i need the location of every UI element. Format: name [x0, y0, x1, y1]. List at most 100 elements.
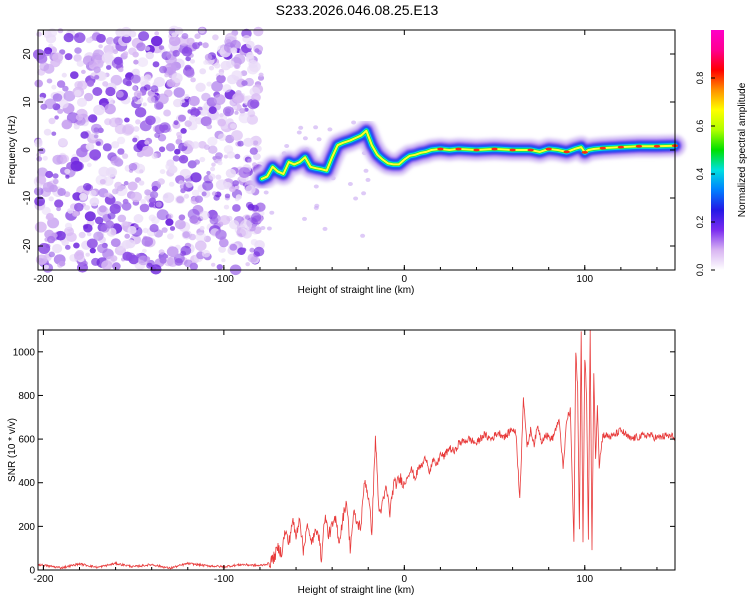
noise-blob [182, 231, 190, 239]
ridge-peak [617, 145, 625, 149]
noise-blob [93, 104, 105, 116]
noise-blob [81, 69, 86, 74]
noise-blob [141, 236, 153, 247]
noise-blob [242, 35, 251, 43]
noise-blob [218, 133, 227, 141]
noise-blob [353, 196, 359, 201]
spectrogram-ridge [250, 119, 686, 190]
noise-blob [184, 120, 192, 127]
noise-blob [86, 80, 94, 87]
noise-blob [181, 33, 189, 40]
noise-blob [144, 140, 150, 145]
noise-blob [92, 49, 105, 61]
noise-blob [133, 126, 140, 132]
noise-blob [215, 229, 227, 240]
noise-blob [149, 191, 159, 199]
noise-blob [229, 243, 238, 251]
ridge-peak [437, 147, 444, 151]
noise-blob [213, 62, 221, 69]
noise-blob [212, 34, 219, 41]
noise-blob [234, 197, 240, 202]
noise-blob [99, 179, 106, 185]
noise-blob [115, 185, 128, 197]
noise-blob [243, 137, 254, 147]
snr-y-tick-label: 0 [29, 566, 35, 577]
noise-blob [213, 94, 226, 105]
noise-blob [102, 81, 109, 87]
noise-blob [136, 92, 142, 97]
noise-blob [111, 141, 120, 149]
noise-blob [89, 247, 96, 254]
noise-blob [110, 229, 117, 236]
noise-blob [96, 71, 108, 81]
noise-blob [232, 92, 245, 104]
noise-blob [172, 49, 180, 57]
noise-blob [147, 95, 156, 104]
noise-blob [257, 75, 265, 81]
noise-blob [239, 108, 246, 114]
noise-blob [238, 112, 251, 124]
noise-blob [57, 108, 64, 114]
noise-blob [154, 31, 160, 36]
noise-blob [107, 97, 114, 103]
noise-blob [113, 56, 123, 65]
noise-blob [258, 72, 264, 78]
noise-blob [180, 127, 187, 134]
noise-blob [194, 195, 203, 203]
noise-blob [76, 60, 85, 67]
ridge-band-6 [260, 129, 676, 180]
noise-blob [52, 93, 63, 102]
noise-blob [176, 196, 185, 204]
noise-blob [105, 256, 115, 265]
noise-blob [171, 72, 183, 84]
noise-blob [82, 224, 89, 229]
noise-blob [145, 51, 154, 60]
noise-blob [231, 130, 243, 141]
noise-blob [159, 146, 166, 153]
noise-blob [86, 232, 92, 237]
colorbar-scale [711, 30, 724, 270]
noise-blob [150, 264, 162, 275]
noise-blob [54, 115, 59, 120]
noise-blob [199, 226, 205, 231]
noise-blob [218, 245, 227, 253]
noise-blob [36, 152, 42, 158]
noise-blob [73, 32, 86, 43]
noise-blob [327, 127, 333, 132]
noise-blob [159, 122, 171, 133]
noise-blob [165, 218, 174, 226]
noise-blob [43, 264, 50, 270]
noise-blob [183, 94, 190, 100]
noise-blob [104, 103, 116, 115]
noise-blob [33, 186, 44, 196]
noise-blob [102, 143, 112, 152]
noise-blob [168, 25, 180, 36]
noise-blob [136, 253, 141, 258]
noise-blob [230, 47, 238, 54]
snr-y-tick-label: 200 [18, 522, 35, 533]
snr-y-label: SNR (10 * v/v) [7, 418, 18, 482]
noise-blob [161, 227, 168, 233]
noise-blob [112, 262, 121, 271]
noise-blob [85, 252, 90, 257]
noise-blob [236, 228, 247, 238]
noise-blob [251, 204, 259, 212]
ridge-peak [581, 151, 588, 154]
noise-blob [249, 247, 255, 253]
noise-blob [121, 201, 132, 211]
colorbar-tick-label: 0.0 [695, 264, 705, 277]
noise-blob [165, 143, 176, 152]
noise-blob [58, 260, 66, 267]
spectrogram-y-tick-label: -20 [22, 238, 33, 253]
noise-blob [207, 136, 218, 146]
noise-blob [215, 179, 228, 190]
noise-blob [76, 147, 88, 158]
noise-blob [247, 64, 259, 75]
noise-blob [42, 155, 48, 161]
noise-blob [55, 230, 66, 241]
noise-blob [347, 182, 353, 186]
ridge-peak [473, 148, 480, 152]
noise-blob [116, 90, 124, 98]
noise-blob [132, 51, 139, 58]
noise-blob [103, 44, 115, 55]
